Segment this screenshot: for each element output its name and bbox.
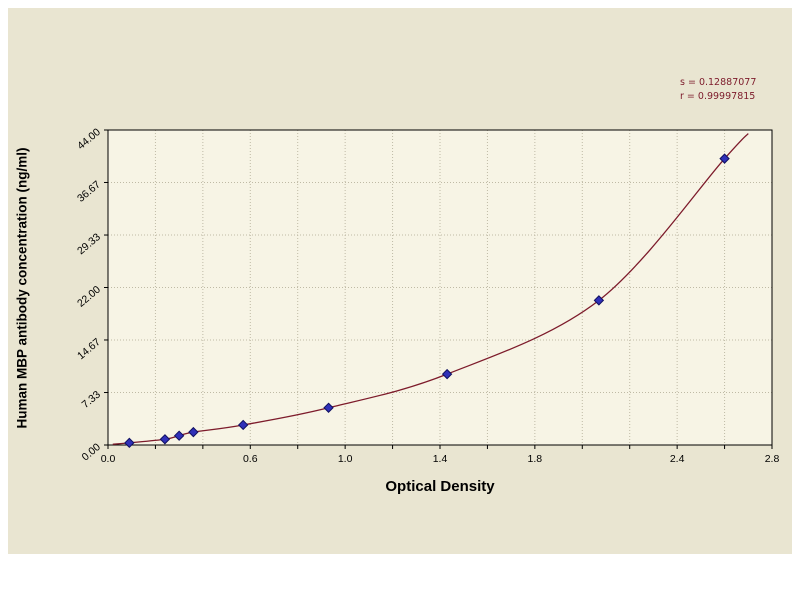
y-tick-label: 36.67 [75, 178, 103, 204]
x-tick-label: 1.4 [433, 453, 448, 465]
data-point-marker [237, 419, 249, 431]
x-tick-label: 1.0 [338, 453, 353, 465]
fit-stat-s: s = 0.12887077 [680, 77, 757, 88]
data-point-marker [719, 153, 730, 164]
y-tick-label: 22.00 [75, 284, 103, 310]
data-point-marker [188, 426, 199, 438]
y-axis-title: Human MBP antibody concentration (ng/ml) [14, 147, 30, 429]
fit-stat-r: r = 0.99997815 [680, 91, 756, 102]
x-tick-label: 2.4 [670, 453, 685, 465]
y-tick-label: 44.00 [75, 126, 103, 152]
x-tick-label: 1.8 [528, 453, 543, 465]
y-tick-label: 14.67 [75, 336, 103, 362]
data-point-marker [124, 437, 135, 449]
y-tick-label: 7.33 [80, 389, 103, 411]
y-tick-label: 29.33 [75, 231, 103, 257]
data-point-marker [441, 368, 453, 380]
plot-area [108, 130, 772, 445]
x-axis-title: Optical Density [385, 478, 495, 495]
fit-statistics: s = 0.12887077 r = 0.99997815 [680, 76, 756, 104]
x-tick-label: 0.0 [101, 453, 116, 465]
x-tick-label: 2.8 [765, 453, 780, 465]
data-point-marker [593, 295, 605, 306]
x-tick-label: 0.6 [243, 453, 258, 465]
y-tick-label: 0.00 [80, 441, 103, 463]
data-point-marker [173, 430, 185, 441]
data-point-marker [323, 402, 334, 413]
data-point-marker [159, 434, 171, 445]
